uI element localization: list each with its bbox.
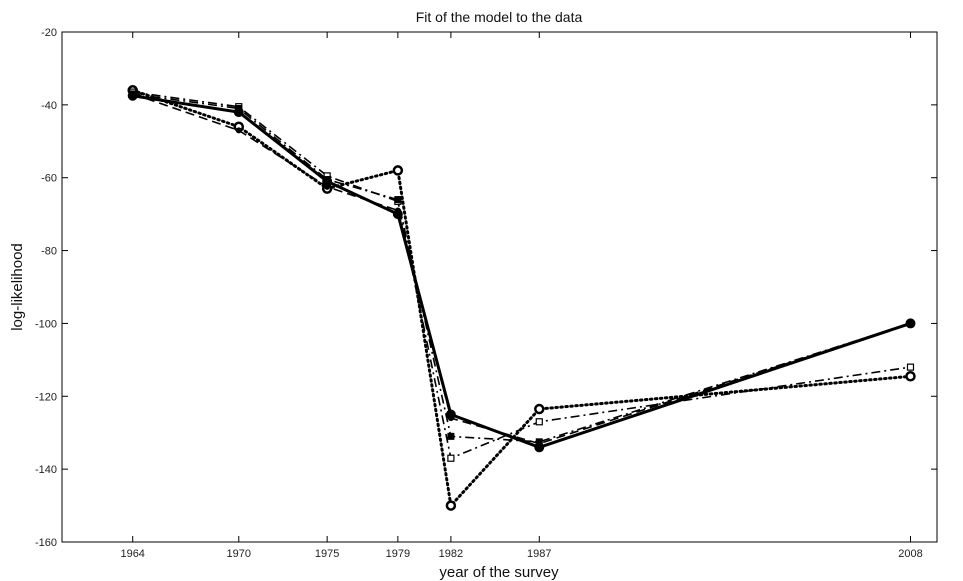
- x-tick-label: 1987: [527, 548, 551, 560]
- y-tick-label: -40: [41, 100, 57, 112]
- x-tick-label: 1982: [439, 548, 463, 560]
- data-point: [535, 418, 543, 426]
- y-tick-label: -120: [35, 391, 57, 403]
- data-point: [127, 90, 138, 101]
- y-tick-label: -80: [41, 246, 57, 258]
- data-point: [905, 371, 916, 382]
- series-layer: [127, 85, 916, 511]
- data-point: [534, 403, 545, 415]
- x-tick-label: 1964: [120, 548, 144, 560]
- y-tick-label: -160: [35, 537, 57, 549]
- x-tick-label: 1979: [386, 548, 410, 560]
- data-point: [905, 318, 916, 329]
- data-point: [906, 363, 915, 371]
- data-point: [445, 500, 457, 511]
- x-axis-label: year of the survey: [439, 564, 559, 581]
- data-point: [534, 442, 545, 453]
- data-point: [392, 209, 403, 220]
- data-point: [322, 176, 333, 187]
- data-point: [447, 454, 455, 462]
- y-tick-label: -140: [35, 464, 57, 476]
- y-tick-label: -100: [35, 318, 57, 330]
- y-tick-label: -20: [41, 27, 57, 39]
- data-point: [394, 196, 402, 204]
- data-point: [233, 107, 244, 118]
- y-axis-label: log-likelihood: [9, 243, 26, 331]
- data-point: [447, 432, 455, 440]
- chart-title: Fit of the model to the data: [416, 9, 583, 25]
- data-point: [445, 409, 456, 420]
- x-axis-ticks: 1964 1970 1975 1979 1982 1987 2008: [120, 32, 923, 560]
- series-1: [127, 90, 916, 453]
- plot-area: [61, 31, 938, 543]
- data-point: [392, 165, 404, 176]
- y-axis-ticks: -20 -40 -60 -80 -100 -120 -140 -160: [35, 27, 937, 549]
- data-point: [235, 127, 242, 134]
- x-tick-label: 1975: [315, 548, 339, 560]
- x-tick-label: 2008: [898, 548, 922, 560]
- y-tick-label: -60: [41, 173, 57, 185]
- x-tick-label: 1970: [227, 548, 251, 560]
